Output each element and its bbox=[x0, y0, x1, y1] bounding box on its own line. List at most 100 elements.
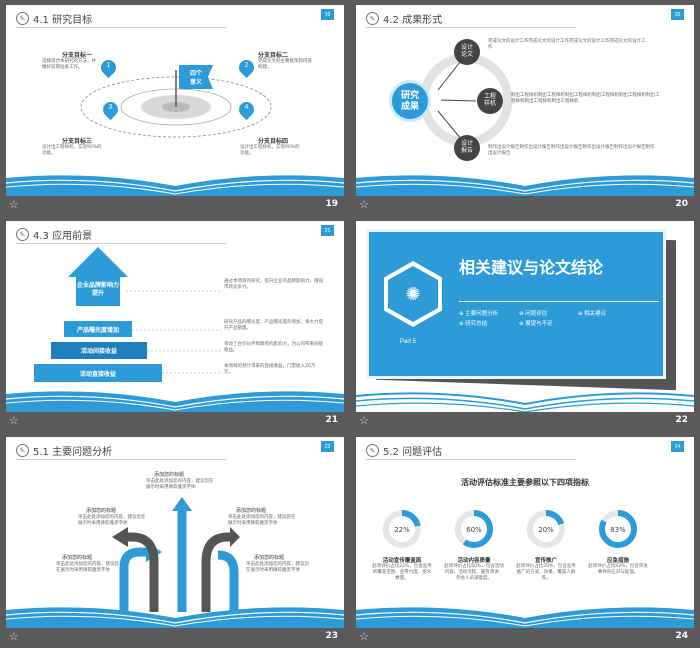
pin-2: 2 bbox=[235, 56, 258, 79]
book-cover bbox=[366, 229, 666, 379]
output-node-3: 设计 报告 bbox=[454, 135, 480, 161]
slide-thumbnail-19[interactable]: ✎ 4.1 研究目标 19 四个 意义 1 2 3 4 分支目标 bbox=[0, 0, 350, 216]
donut-4: 83% bbox=[599, 510, 637, 548]
slide-thumbnail-24[interactable]: ✎ 5.2 问题评估 24 活动评估标准主要参照以下四项指标 22% 活动宣传覆盖… bbox=[350, 432, 700, 648]
divider bbox=[16, 243, 226, 244]
donut-value-label: 83% bbox=[610, 526, 626, 534]
slide-canvas: ✎ 5.1 主要问题分析 23 添加您的标题 单击此处添加您的内容，建议您在展示… bbox=[6, 437, 344, 628]
thumbnail-bar: ☆ 21 bbox=[6, 412, 344, 430]
pencil-icon: ✎ bbox=[366, 12, 379, 25]
branch-4-title: 分支目标四 bbox=[258, 138, 289, 145]
metric-text: 此项评价占比22%，包含宣传的覆盖范围、宣传力度、受众数量。 bbox=[372, 564, 432, 582]
pin-3: 3 bbox=[99, 98, 122, 121]
book-decoration bbox=[6, 391, 344, 412]
branch-1-text: 选择适合本研究的方法，并做好前期准备工作。 bbox=[42, 59, 96, 71]
note-3-title: 添加您的标题 bbox=[236, 508, 267, 514]
thumbnail-bar: ☆ 22 bbox=[356, 412, 694, 430]
bullet-1: ⊕ 主要问题分析 bbox=[459, 311, 499, 317]
arrow-head bbox=[68, 247, 128, 277]
star-icon[interactable]: ☆ bbox=[359, 415, 369, 427]
output-node-1: 设计 论文 bbox=[454, 39, 480, 65]
thumbnail-bar: ☆ 23 bbox=[6, 628, 344, 646]
metric-title: 宣传推广 bbox=[534, 558, 557, 564]
slide-title: 5.2 问题评估 bbox=[383, 447, 443, 458]
pencil-icon: ✎ bbox=[16, 12, 29, 25]
branch-4-text: 设计出工程样机，实现90%的功能。 bbox=[240, 145, 300, 157]
book-decoration bbox=[356, 607, 694, 628]
arrows-diagram bbox=[112, 497, 240, 612]
tier-4: 活动直接收益 bbox=[34, 364, 162, 382]
slide-heading: ✎ 5.2 问题评估 bbox=[366, 443, 442, 458]
output-text-3: 制作出设计报告制作出设计报告制作出设计报告制作出设计报告制作出设计报告制作出设计… bbox=[488, 145, 655, 157]
star-icon[interactable]: ☆ bbox=[9, 199, 19, 211]
section-title: 相关建议与论文结论 bbox=[459, 260, 604, 277]
star-icon[interactable]: ☆ bbox=[9, 415, 19, 427]
page-badge: 21 bbox=[321, 225, 334, 236]
metric-text: 此项评价占比60%，包含活动内容、活动流程、嘉宾演讲、参会人员满意度。 bbox=[444, 564, 504, 582]
slide-canvas: ✎ 4.3 应用前景 21 企业品牌影响力提升 产品曝光度增加 活动间接收益 活… bbox=[6, 221, 344, 412]
thumbnail-bar: ☆ 19 bbox=[6, 196, 344, 214]
pencil-icon: ✎ bbox=[366, 444, 379, 457]
slide-heading: ✎ 4.2 成果形式 bbox=[366, 11, 442, 26]
slide-number: 23 bbox=[325, 631, 338, 641]
metric-title: 活动内容质量 bbox=[457, 558, 491, 564]
book-decoration bbox=[6, 607, 344, 628]
branch-3-text: 设计出工程样机，实现90%的功能。 bbox=[42, 145, 102, 157]
slide-thumbnail-21[interactable]: ✎ 4.3 应用前景 21 企业品牌影响力提升 产品曝光度增加 活动间接收益 活… bbox=[0, 216, 350, 432]
book-decoration bbox=[6, 175, 344, 196]
tier-4-text: 本项目的预计带来的直接收益，门票收入20万元。 bbox=[224, 364, 316, 376]
slide-heading: ✎ 4.1 研究目标 bbox=[16, 11, 92, 26]
output-text-1: 完成论文的设计工作完成论文的设计工作完成论文的设计工作完成论文的设计工作 bbox=[488, 39, 646, 51]
donut-arc bbox=[455, 510, 493, 548]
slide-thumbnail-22[interactable]: ✺ Part 5 相关建议与论文结论 ⊕ 主要问题分析 ⊕ 问题评估 ⊕ 相关建… bbox=[350, 216, 700, 432]
branch-3-title: 分支目标三 bbox=[62, 138, 93, 145]
donut-arc bbox=[383, 510, 421, 548]
tier-3-text: 带动了合作伙伴和政府的影响力，为公司带来间接收益。 bbox=[224, 342, 323, 354]
pin-1: 1 bbox=[97, 56, 120, 79]
slide-title: 4.1 研究目标 bbox=[33, 15, 93, 26]
slide-thumbnail-20[interactable]: ✎ 4.2 成果形式 20 研究 成果 设计 论文 工程 样机 设计 报告 完成… bbox=[350, 0, 700, 216]
metric-title: 活动宣传覆盖面 bbox=[382, 558, 422, 564]
metrics-subtitle: 活动评估标准主要参照以下四项指标 bbox=[461, 478, 589, 487]
slide-thumbnail-23[interactable]: ✎ 5.1 主要问题分析 23 添加您的标题 单击此处添加您的内容，建议您在展示… bbox=[0, 432, 350, 648]
note-4-text: 单击此处添加您的内容，建议您在展示时采用微软雅黑字体 bbox=[56, 562, 119, 574]
slide-title: 5.1 主要问题分析 bbox=[33, 447, 113, 458]
book-decoration bbox=[356, 175, 694, 196]
branch-2-title: 分支目标二 bbox=[258, 52, 289, 59]
slide-number: 22 bbox=[675, 415, 688, 425]
thumbnail-bar: ☆ 24 bbox=[356, 628, 694, 646]
note-2-title: 添加您的标题 bbox=[86, 508, 117, 514]
donut-value-label: 22% bbox=[394, 526, 410, 534]
note-2-text: 单击此处添加您的内容，建议您在展示时采用微软雅黑字体 bbox=[78, 515, 146, 527]
title-rule bbox=[459, 301, 659, 302]
pin-4: 4 bbox=[235, 98, 258, 121]
slide-canvas: ✎ 5.2 问题评估 24 活动评估标准主要参照以下四项指标 22% 活动宣传覆盖… bbox=[356, 437, 694, 628]
bullet-5: ⊕ 展望与不足 bbox=[519, 321, 553, 327]
page-badge: 24 bbox=[671, 441, 684, 452]
target-diagram bbox=[80, 70, 272, 138]
donut-1: 22% bbox=[383, 510, 421, 548]
slide-number: 24 bbox=[675, 631, 688, 641]
slide-number: 19 bbox=[325, 199, 338, 209]
metric-text: 此项评价占比20%，包含宣传推广的方式、效果、覆盖人群等。 bbox=[516, 564, 576, 582]
lightbulb-icon: ✺ bbox=[388, 266, 438, 322]
slide-canvas: ✺ Part 5 相关建议与论文结论 ⊕ 主要问题分析 ⊕ 问题评估 ⊕ 相关建… bbox=[356, 221, 694, 412]
metric-text: 此项评价占比83%，包含突发事件的应对与处理。 bbox=[588, 564, 648, 576]
star-icon[interactable]: ☆ bbox=[359, 631, 369, 643]
divider bbox=[16, 27, 226, 28]
note-1-title: 添加您的标题 bbox=[154, 472, 185, 478]
donut-3: 20% bbox=[527, 510, 565, 548]
slide-heading: ✎ 4.3 应用前景 bbox=[16, 227, 92, 242]
donut-2: 60% bbox=[455, 510, 493, 548]
output-text-2: 制出工程样机制出工程样机制出工程样机制出工程样机制出工程样机制出工程样机制出工程… bbox=[511, 93, 660, 105]
star-icon[interactable]: ☆ bbox=[359, 199, 369, 211]
slide-title: 4.3 应用前景 bbox=[33, 231, 93, 242]
page-badge: 23 bbox=[321, 441, 334, 452]
divider bbox=[366, 459, 576, 460]
donut-value-label: 20% bbox=[538, 526, 554, 534]
output-node-2: 工程 样机 bbox=[477, 88, 503, 114]
note-3-text: 单击此处添加您的内容，建议您在展示时采用微软雅黑字体 bbox=[228, 515, 296, 527]
star-icon[interactable]: ☆ bbox=[9, 631, 19, 643]
page-badge: 20 bbox=[671, 9, 684, 20]
book-decoration bbox=[356, 392, 694, 412]
